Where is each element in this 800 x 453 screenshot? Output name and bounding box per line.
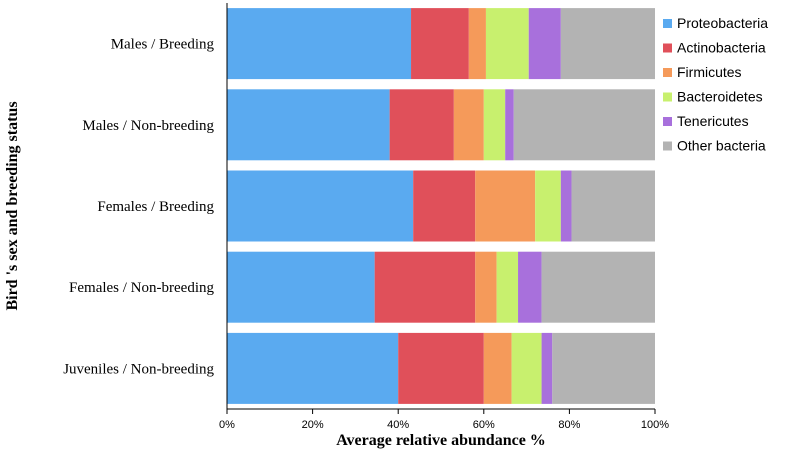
legend-swatch [663,117,672,126]
bar-segment [496,251,519,323]
bar-segment [511,332,542,404]
x-tick-label: 80% [558,419,580,431]
legend-swatch [663,19,672,28]
legend-swatch [663,68,672,77]
legend-label: Bacteroidetes [677,89,763,105]
bar-segment [398,332,484,404]
bar-segment [535,170,561,242]
legend-label: Firmicutes [677,64,742,80]
bar-segment [541,332,553,404]
bar-segment [389,89,454,161]
bar-segment [227,170,414,242]
bar-segment [475,251,497,323]
bar-segment [528,8,561,80]
x-tick-label: 40% [387,419,409,431]
bar-segment [483,332,512,404]
bar-segment [411,8,469,80]
legend-label: Tenericutes [677,113,749,129]
bar-segment [227,251,375,323]
category-label: Males / Breeding [111,37,215,53]
bar-segment [413,170,476,242]
axes [226,3,655,410]
bar-segment [518,251,542,323]
bar-segment [453,89,484,161]
bar-segment [505,89,514,161]
legend-swatch [663,141,672,151]
bar-segments [227,8,655,404]
x-tick-label: 20% [302,419,324,431]
bar-segment [475,170,536,242]
bar-segment [468,8,486,80]
bar-segment [513,89,655,161]
x-tick-label: 0% [219,419,235,431]
x-tick-label: 60% [473,419,495,431]
bar-segment [541,251,655,323]
legend: Proteobacteria Actinobacteria Firmicutes Ba… [663,15,768,154]
legend-label: Other bacteria [677,138,766,154]
bar-segment [227,89,390,161]
bar-segment [560,170,572,242]
category-label: Juveniles / Non-breeding [63,361,214,377]
bar-segment [571,170,655,242]
legend-swatch [663,92,672,102]
legend-label: Actinobacteria [677,40,766,56]
x-axis-ticks: 0% 20% 40% 60% 80% 100% [219,409,669,431]
bar-segment [560,8,655,80]
category-label: Males / Non-breeding [82,118,214,134]
bar-segment [483,89,506,161]
legend-label: Proteobacteria [677,15,768,31]
x-axis-title: Average relative abundance % [336,432,546,449]
category-label: Females / Non-breeding [69,280,214,296]
x-tick-label: 100% [641,419,669,431]
bar-segment [227,332,399,404]
y-axis-title: Bird 's sex and breeding status [4,101,21,310]
bar-segment [374,251,476,323]
category-label: Females / Breeding [97,199,214,215]
bar-segment [552,332,655,404]
bar-segment [485,8,529,80]
category-labels: Males / Breeding Males / Non-breeding Fema… [63,37,214,378]
bar-segment [227,8,412,80]
legend-swatch [663,43,672,53]
